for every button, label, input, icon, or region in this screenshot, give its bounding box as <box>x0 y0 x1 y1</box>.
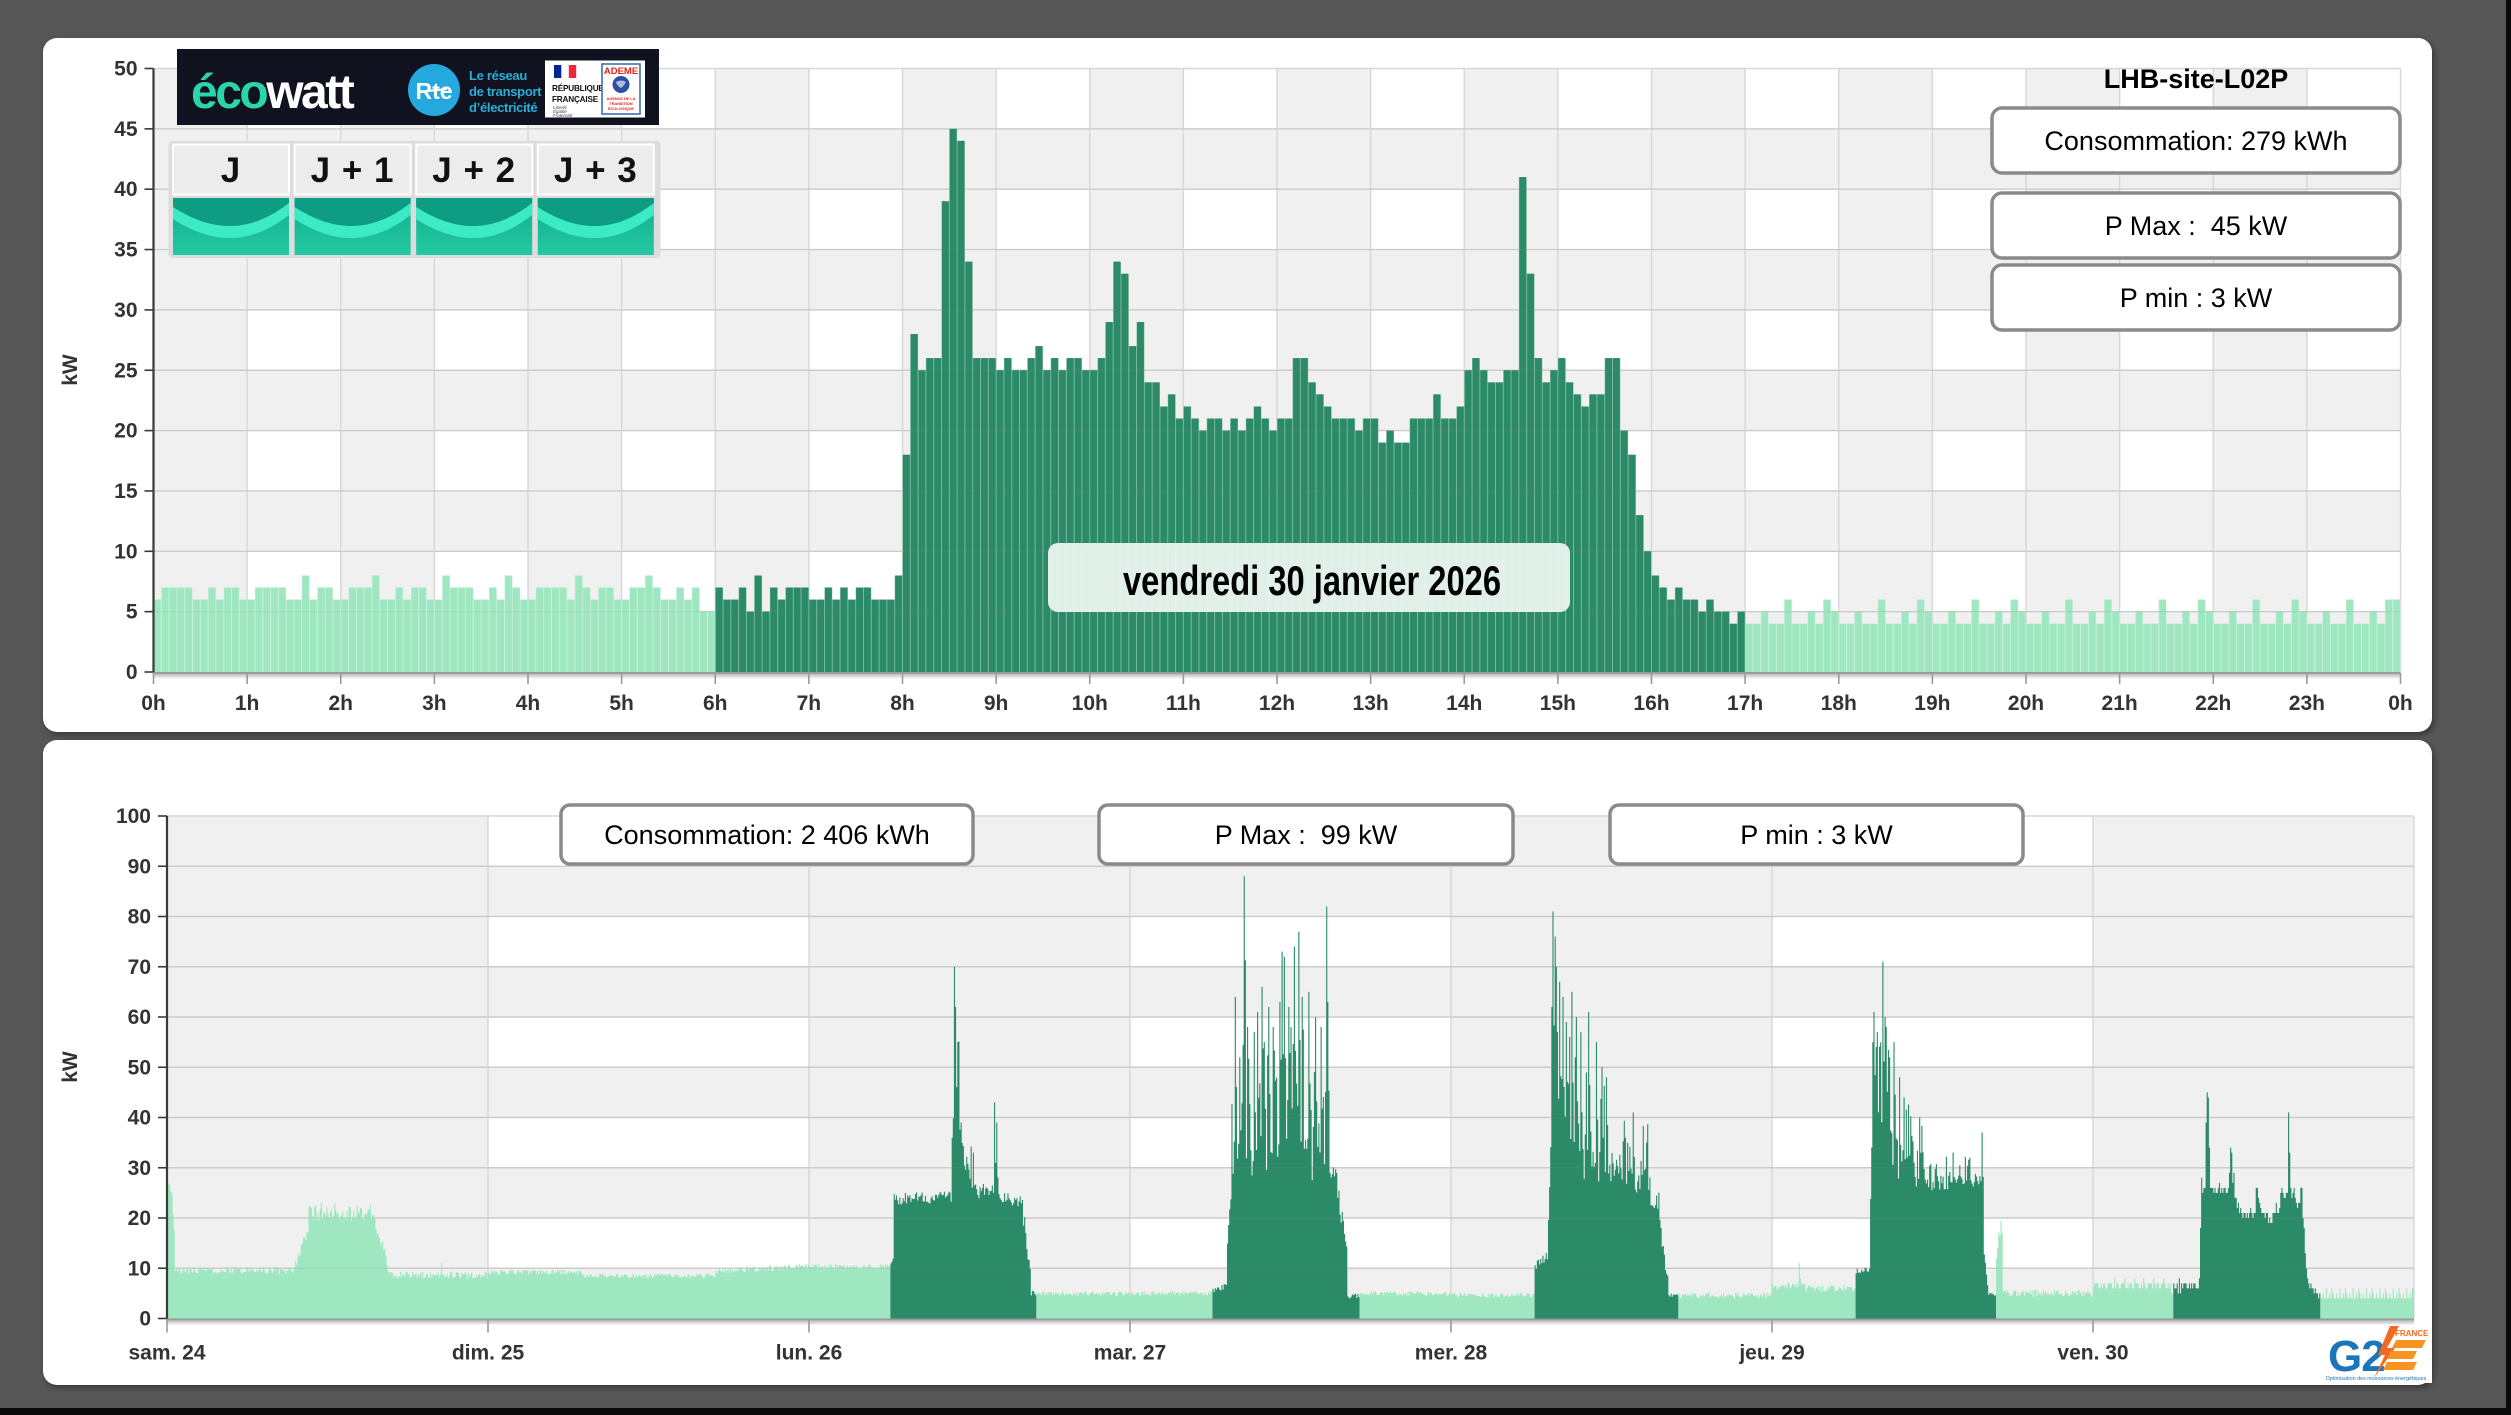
svg-text:Le réseau: Le réseau <box>469 68 527 83</box>
svg-text:kW: kW <box>59 1051 82 1083</box>
svg-text:Égalité: Égalité <box>553 108 567 114</box>
svg-text:10h: 10h <box>1072 692 1108 715</box>
svg-text:21h: 21h <box>2102 692 2138 715</box>
svg-text:dim. 25: dim. 25 <box>452 1342 525 1365</box>
svg-text:3h: 3h <box>422 692 447 715</box>
svg-text:P Max : 45 kW: P Max : 45 kW <box>2105 211 2288 241</box>
svg-text:50: 50 <box>128 1056 151 1079</box>
svg-text:kW: kW <box>59 354 82 386</box>
svg-text:d’électricité: d’électricité <box>469 100 537 115</box>
svg-text:0: 0 <box>126 661 138 684</box>
svg-text:7h: 7h <box>797 692 822 715</box>
svg-text:9h: 9h <box>984 692 1009 715</box>
svg-text:25: 25 <box>114 359 138 382</box>
svg-text:11h: 11h <box>1166 692 1201 715</box>
svg-text:23h: 23h <box>2289 692 2325 715</box>
svg-text:17h: 17h <box>1727 692 1763 715</box>
svg-text:1h: 1h <box>235 692 260 715</box>
svg-text:jeu. 29: jeu. 29 <box>1738 1342 1804 1365</box>
svg-text:ven. 30: ven. 30 <box>2057 1342 2128 1365</box>
svg-text:J + 1: J + 1 <box>311 151 395 190</box>
svg-text:20: 20 <box>128 1207 151 1230</box>
svg-text:14h: 14h <box>1446 692 1482 715</box>
svg-text:50: 50 <box>114 58 137 81</box>
svg-text:J: J <box>221 151 241 190</box>
svg-text:Liberté: Liberté <box>553 105 567 110</box>
svg-text:0h: 0h <box>2388 692 2413 715</box>
svg-text:45: 45 <box>114 118 138 141</box>
svg-text:30: 30 <box>128 1157 151 1180</box>
svg-text:8h: 8h <box>890 692 915 715</box>
svg-text:10: 10 <box>128 1257 151 1280</box>
svg-text:RÉPUBLIQUE: RÉPUBLIQUE <box>552 83 604 93</box>
svg-text:15h: 15h <box>1540 692 1576 715</box>
svg-text:AGENCE DE LA: AGENCE DE LA <box>607 97 636 101</box>
svg-text:écowatt: écowatt <box>191 66 355 119</box>
svg-text:vendredi 30 janvier 2026: vendredi 30 janvier 2026 <box>1123 557 1501 604</box>
svg-text:80: 80 <box>128 906 151 929</box>
svg-text:Fraternité: Fraternité <box>553 113 573 118</box>
svg-text:2h: 2h <box>328 692 353 715</box>
svg-text:0h: 0h <box>141 692 166 715</box>
svg-text:mer. 28: mer. 28 <box>1415 1342 1488 1365</box>
svg-text:40: 40 <box>114 178 137 201</box>
svg-text:35: 35 <box>114 239 138 262</box>
svg-text:G2: G2 <box>2328 1332 2385 1381</box>
svg-text:J + 3: J + 3 <box>554 151 638 190</box>
svg-text:60: 60 <box>128 1006 151 1029</box>
svg-text:22h: 22h <box>2195 692 2231 715</box>
svg-text:40: 40 <box>128 1107 151 1130</box>
svg-text:100: 100 <box>116 805 151 828</box>
svg-text:13h: 13h <box>1353 692 1389 715</box>
svg-text:de transport: de transport <box>469 84 542 99</box>
svg-text:ADEME: ADEME <box>604 66 638 77</box>
svg-text:5: 5 <box>126 601 138 624</box>
svg-text:FRANÇAISE: FRANÇAISE <box>552 95 599 104</box>
svg-text:J + 2: J + 2 <box>432 151 516 190</box>
svg-text:90: 90 <box>128 855 151 878</box>
svg-text:P min : 3 kW: P min : 3 kW <box>2120 283 2273 313</box>
svg-text:70: 70 <box>128 956 151 979</box>
svg-text:ÉCOLOGIQUE: ÉCOLOGIQUE <box>608 106 634 111</box>
svg-text:20h: 20h <box>2008 692 2044 715</box>
svg-text:30: 30 <box>114 299 137 322</box>
svg-text:19h: 19h <box>1914 692 1950 715</box>
svg-text:5h: 5h <box>609 692 634 715</box>
svg-text:10: 10 <box>114 540 137 563</box>
svg-text:lun. 26: lun. 26 <box>776 1342 843 1365</box>
svg-text:18h: 18h <box>1821 692 1857 715</box>
svg-text:6h: 6h <box>703 692 728 715</box>
svg-text:15: 15 <box>114 480 138 503</box>
svg-text:P min : 3 kW: P min : 3 kW <box>1740 820 1893 850</box>
svg-text:TRANSITION: TRANSITION <box>609 102 632 106</box>
svg-text:0: 0 <box>139 1308 151 1331</box>
svg-text:P Max : 99 kW: P Max : 99 kW <box>1215 820 1398 850</box>
svg-text:sam. 24: sam. 24 <box>128 1342 205 1365</box>
svg-text:FRANCE: FRANCE <box>2395 1329 2429 1338</box>
svg-text:LHB-site-L02P: LHB-site-L02P <box>2104 64 2289 94</box>
svg-text:Optimisation des ressources én: Optimisation des ressources énergétiques <box>2326 1376 2427 1382</box>
svg-text:20: 20 <box>114 420 137 443</box>
svg-text:Consommation: 279 kWh: Consommation: 279 kWh <box>2044 126 2347 156</box>
svg-text:mar. 27: mar. 27 <box>1094 1342 1166 1365</box>
svg-text:12h: 12h <box>1259 692 1295 715</box>
svg-text:4h: 4h <box>516 692 541 715</box>
svg-text:16h: 16h <box>1633 692 1669 715</box>
svg-text:Consommation: 2 406 kWh: Consommation: 2 406 kWh <box>604 820 930 850</box>
